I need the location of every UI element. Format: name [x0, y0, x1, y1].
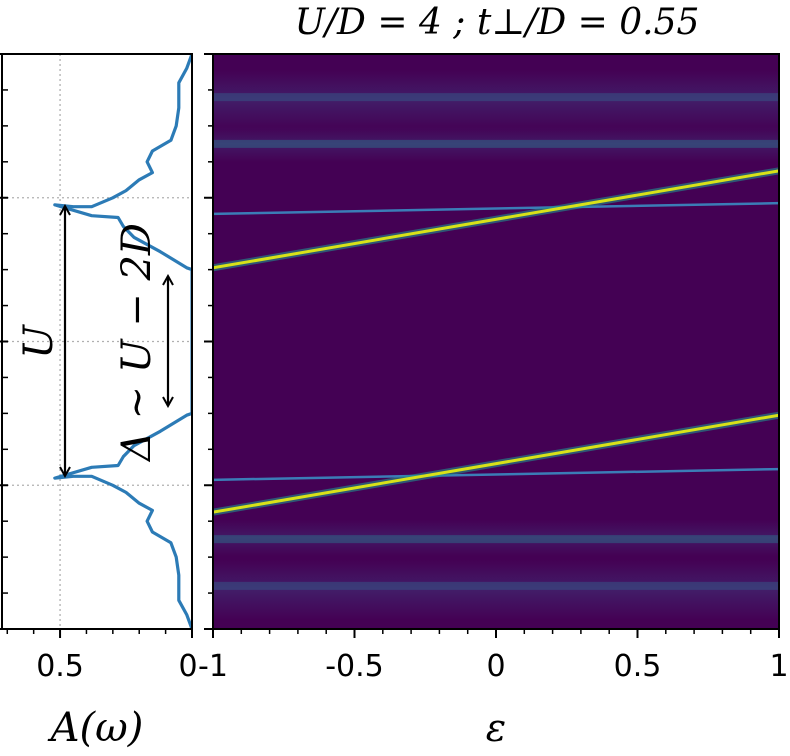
right-x-axis-label: ε	[486, 706, 506, 750]
right-x-tick-label: 0	[486, 649, 505, 684]
left-x-tick-label: 0	[178, 649, 197, 684]
diffuse-bands	[213, 70, 779, 620]
left-x-tick-label: 0.5	[36, 649, 84, 684]
spectral-function-curve	[53, 54, 192, 629]
u-label: U	[16, 324, 62, 359]
left-x-axis-label: A(ω)	[47, 705, 144, 751]
spectral-function-panel: 0.5 0 U Δ ~ U − 2D A(ω)	[0, 53, 198, 751]
chart-title: U/D = 4 ; t⊥/D = 0.55	[295, 2, 700, 43]
right-x-tick-label: -0.5	[325, 649, 384, 684]
faint-line-upper-band-edge	[213, 201, 779, 216]
diffuse-band	[213, 560, 779, 620]
left-gridlines	[2, 54, 192, 629]
right-x-tick-label: -1	[198, 649, 228, 684]
right-x-tick-label: 0.5	[614, 649, 662, 684]
spectral-map-panel: -1 -0.5 0 0.5 1 ε	[198, 53, 789, 750]
bright-line-lower-quasiparticle	[213, 413, 779, 514]
diffuse-band	[213, 520, 779, 556]
right-x-tick-label: 1	[769, 649, 788, 684]
faint-line-lower-band-edge	[213, 467, 779, 482]
left-x-ticks: 0.5 0	[6, 629, 198, 684]
right-y-ticks	[204, 53, 213, 630]
heatmap-lines	[213, 93, 779, 590]
left-y-ticks	[0, 53, 8, 630]
diffuse-band	[213, 70, 779, 130]
diffuse-band	[213, 126, 779, 162]
bright-line-upper-quasiparticle	[213, 169, 779, 270]
gap-label: Δ ~ U − 2D	[114, 223, 160, 463]
right-x-ticks: -1 -0.5 0 0.5 1	[198, 629, 789, 684]
